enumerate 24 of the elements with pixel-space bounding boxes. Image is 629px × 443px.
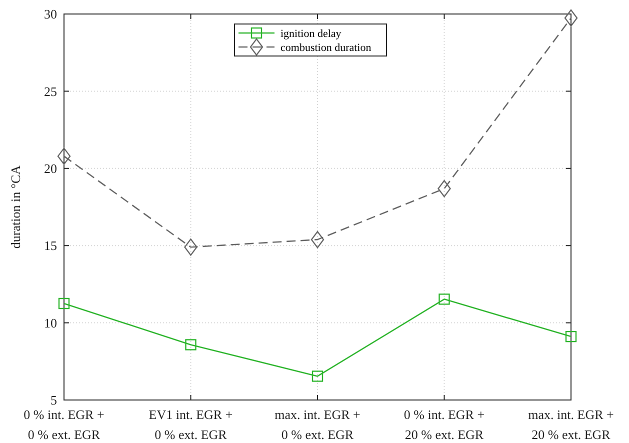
legend-label: ignition delay <box>280 28 342 40</box>
point <box>438 294 450 305</box>
y-tick-label: 20 <box>44 160 57 176</box>
y-tick-label: 25 <box>44 84 57 99</box>
x-tick-label: 0 % int. EGR + 0 % ext. EGR <box>24 407 104 442</box>
x-tick-label: max. int. EGR + 0 % ext. EGR <box>274 407 360 442</box>
y-tick-label: 10 <box>44 315 57 330</box>
x-tick-label: 0 % int. EGR + 20 % ext. EGR <box>404 407 485 442</box>
y-axis-title: duration in °CA <box>8 164 23 249</box>
x-tick-label: EV1 int. EGR + 0 % ext. EGR <box>148 407 233 442</box>
y-tick-label: 30 <box>44 6 57 22</box>
point <box>438 180 451 198</box>
point <box>58 298 70 310</box>
point <box>184 238 198 256</box>
legend-label: combustion duration <box>280 42 372 54</box>
point <box>57 148 71 165</box>
point <box>310 230 324 248</box>
point <box>565 330 577 342</box>
x-tick-label: max. int. EGR + 20 % ext. EGR <box>528 407 614 442</box>
point <box>312 370 324 382</box>
point <box>564 9 578 27</box>
point <box>185 339 196 350</box>
y-tick-label: 5 <box>50 392 57 408</box>
y-tick-label: 15 <box>44 238 57 254</box>
